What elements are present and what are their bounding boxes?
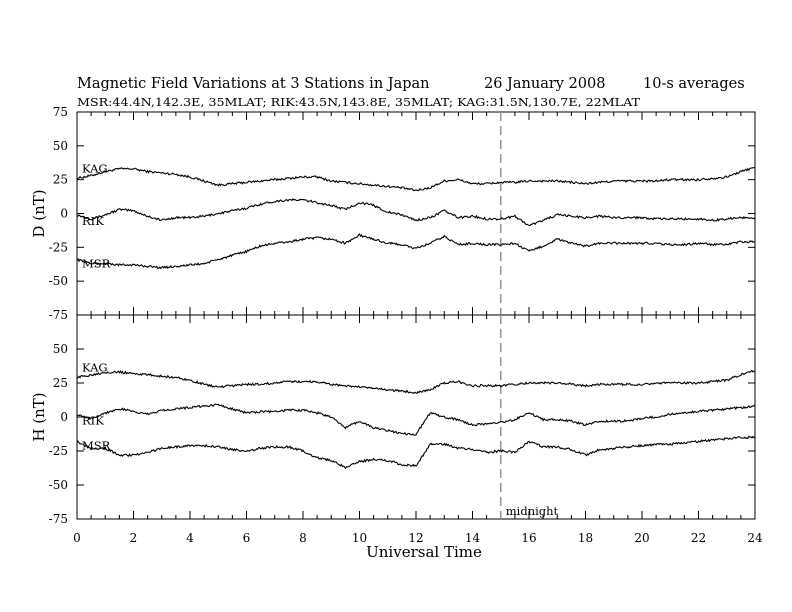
y-tick-label: 0: [60, 410, 68, 424]
chart-date: 26 January 2008: [484, 76, 605, 92]
x-tick-label: 12: [408, 531, 423, 545]
series-label-kag: KAG: [82, 161, 108, 175]
x-tick-label: 18: [578, 531, 593, 545]
y-axis-label: H (nT): [30, 392, 48, 441]
chart-title: Magnetic Field Variations at 3 Stations …: [77, 76, 430, 92]
x-tick-label: 20: [634, 531, 649, 545]
y-tick-label: -25: [49, 240, 68, 254]
x-tick-label: 16: [521, 531, 536, 545]
y-tick-label: 75: [53, 105, 68, 119]
y-axis-label: D (nT): [30, 189, 48, 237]
series-label-rik: RIK: [82, 214, 104, 228]
x-tick-label: 24: [747, 531, 763, 545]
x-tick-label: 14: [465, 531, 481, 545]
x-tick-label: 6: [243, 531, 251, 545]
chart-subtitle: MSR:44.4N,142.3E, 35MLAT; RIK:43.5N,143.…: [77, 95, 640, 109]
series-label-msr: MSR: [82, 257, 111, 271]
panel-D: 75 50 25 0 -25 -50 -75 D (nT) KAG RIK MSR: [30, 105, 756, 322]
y-tick-label: 50: [53, 342, 68, 356]
panel-frame: [76, 314, 756, 520]
x-axis-label: Universal Time: [366, 543, 482, 561]
series-line-kag: [76, 166, 756, 192]
x-tick-label: 4: [186, 531, 194, 545]
y-tick-label: 25: [53, 173, 68, 187]
x-tick-label: 22: [691, 531, 706, 545]
series-line-msr: [76, 435, 756, 470]
y-tick-label: 50: [53, 139, 68, 153]
y-tick-label: -75: [49, 512, 68, 526]
series-line-rik: [76, 198, 756, 227]
y-tick-label: -25: [49, 444, 68, 458]
x-tick-label: 10: [352, 531, 367, 545]
y-tick-label: 0: [60, 207, 68, 221]
y-tick-label: -50: [49, 274, 68, 288]
panel-frame: [76, 111, 756, 316]
midnight-label: midnight: [506, 504, 559, 518]
y-tick-label: -50: [49, 478, 68, 492]
series-line-kag: [76, 369, 756, 395]
series-line-rik: [77, 403, 756, 436]
series-label-msr: MSR: [82, 438, 111, 452]
y-tick-label: 25: [53, 376, 68, 390]
chart-cadence: 10-s averages: [643, 76, 745, 92]
y-tick-label: -75: [49, 308, 68, 322]
x-tick-label: 0: [73, 531, 81, 545]
x-tick-label: 8: [299, 531, 307, 545]
series-line-msr: [76, 233, 755, 270]
series-label-kag: KAG: [82, 361, 108, 375]
x-tick-label: 2: [130, 531, 138, 545]
series-label-rik: RIK: [82, 413, 104, 427]
plot-panels: 75 50 25 0 -25 -50 -75 D (nT) KAG RIK MSR 50 25 0 -25 -…: [30, 105, 763, 545]
